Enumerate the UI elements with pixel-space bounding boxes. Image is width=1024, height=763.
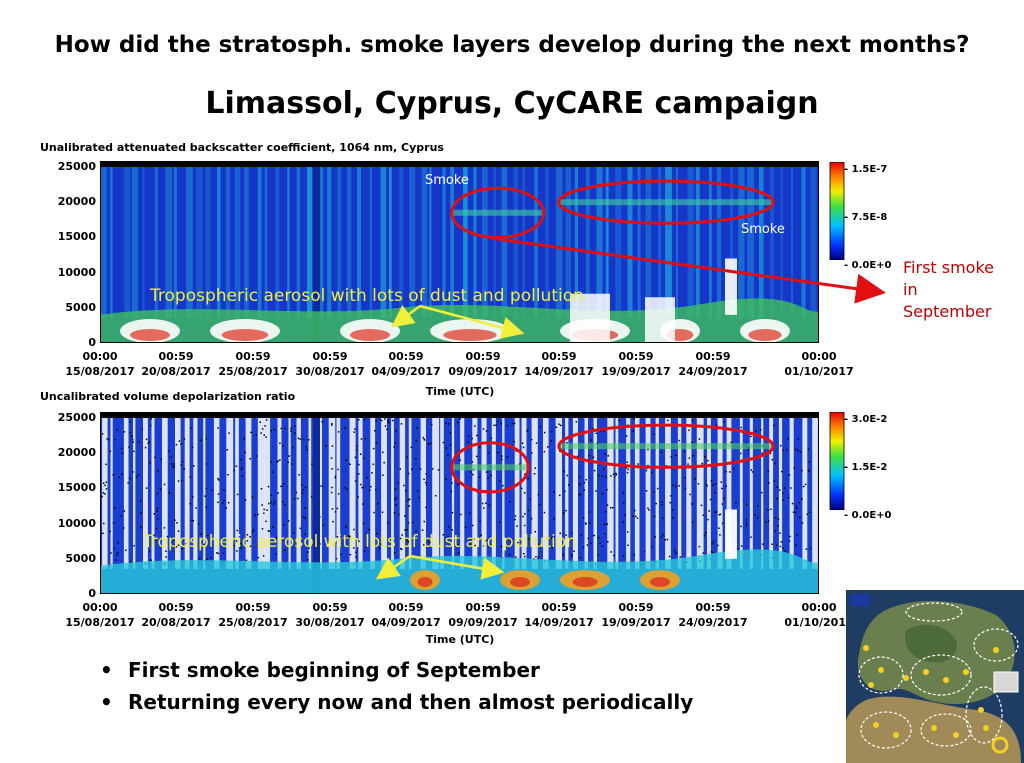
first-smoke-pointer-arrow	[489, 236, 886, 304]
depolarization-plot-title: Uncalibrated volume depolarization ratio	[40, 390, 296, 403]
backscatter-heatmap	[100, 161, 819, 343]
x-tick-label: 00:59 25/08/2017	[218, 601, 288, 629]
x-tick-label: 00:59 14/09/2017	[524, 350, 594, 378]
depolarization-aerosol-annotation: Tropospheric aerosol with lots of dust a…	[143, 532, 577, 552]
x-tick-label: 00:59 24/09/2017	[678, 350, 748, 378]
depolarization-x-label: Time (UTC)	[425, 633, 495, 646]
backscatter-colorbar	[829, 162, 845, 260]
colorbar-tick-label: - 7.5E-8	[844, 212, 888, 223]
x-tick-label: 00:59 09/09/2017	[448, 601, 518, 629]
x-tick-label: 00:59 20/08/2017	[141, 601, 211, 629]
colorbar-tick-label: - 0.0E+0	[844, 510, 892, 521]
x-tick-label: 00:59 19/09/2017	[601, 601, 671, 629]
x-tick-label: 00:59 04/09/2017	[371, 350, 441, 378]
europe-map-thumbnail	[846, 590, 1024, 763]
bullet-item: Returning every now and then almost peri…	[100, 686, 693, 718]
x-tick-label: 00:00 01/10/2017	[784, 601, 854, 629]
x-tick-label: 00:00 15/08/2017	[65, 601, 135, 629]
colorbar-tick-label: - 0.0E+0	[844, 260, 892, 271]
backscatter-x-label: Time (UTC)	[425, 385, 495, 398]
colorbar-tick-label: - 1.5E-2	[844, 462, 888, 473]
y-tick-label: 15000	[57, 230, 96, 244]
x-tick-label: 00:59 30/08/2017	[295, 601, 365, 629]
backscatter-aerosol-annotation: Tropospheric aerosol with lots of dust a…	[150, 286, 584, 306]
x-tick-label: 00:00 15/08/2017	[65, 350, 135, 378]
y-tick-label: 5000	[65, 551, 96, 565]
first-smoke-line-2: in	[903, 280, 918, 299]
y-tick-label: 20000	[57, 446, 96, 460]
y-tick-label: 0	[88, 336, 96, 349]
aerosol-arrow-1a	[390, 304, 421, 328]
y-tick-label: 25000	[57, 411, 96, 424]
colorbar-tick-label: - 1.5E-7	[844, 164, 888, 175]
smoke-label-left: Smoke	[425, 173, 469, 188]
smoke-label-right: Smoke	[741, 222, 785, 237]
smoke-region-ellipse	[450, 186, 546, 239]
x-tick-label: 00:59 20/08/2017	[141, 350, 211, 378]
x-tick-label: 00:59 19/09/2017	[601, 350, 671, 378]
x-tick-label: 00:59 30/08/2017	[295, 350, 365, 378]
depolarization-colorbar	[829, 412, 845, 510]
bullet-item: First smoke beginning of September	[100, 654, 693, 686]
y-tick-label: 10000	[57, 265, 96, 279]
y-tick-label: 20000	[57, 195, 96, 209]
smoke-region-ellipse	[450, 441, 530, 494]
slide-title: How did the stratosph. smoke layers deve…	[54, 32, 970, 58]
x-tick-label: 00:59 24/09/2017	[678, 601, 748, 629]
y-tick-label: 25000	[57, 160, 96, 173]
backscatter-plot-title: Unalibrated attenuated backscatter coeff…	[40, 141, 444, 154]
x-tick-label: 00:59 09/09/2017	[448, 350, 518, 378]
y-tick-label: 0	[88, 587, 96, 600]
x-tick-label: 00:59 14/09/2017	[524, 601, 594, 629]
first-smoke-line-1: First smoke	[903, 258, 995, 277]
x-tick-label: 00:59 04/09/2017	[371, 601, 441, 629]
aerosol-arrow-2b	[409, 554, 505, 580]
smoke-region-ellipse	[557, 179, 775, 225]
y-tick-label: 15000	[57, 481, 96, 495]
y-tick-label: 10000	[57, 516, 96, 530]
x-tick-label: 00:00 01/10/2017	[784, 350, 854, 378]
aerosol-arrow-2a	[375, 554, 411, 580]
first-smoke-note: First smoke in September	[903, 257, 1013, 323]
colorbar-tick-label: - 3.0E-2	[844, 414, 888, 425]
slide-subtitle: Limassol, Cyprus, CyCARE campaign	[205, 86, 819, 121]
bullet-list: First smoke beginning of September Retur…	[100, 654, 693, 718]
aerosol-arrow-1b	[419, 304, 525, 339]
first-smoke-line-3: September	[903, 302, 992, 321]
y-tick-label: 5000	[65, 300, 96, 314]
x-tick-label: 00:59 25/08/2017	[218, 350, 288, 378]
smoke-region-ellipse	[557, 423, 775, 469]
